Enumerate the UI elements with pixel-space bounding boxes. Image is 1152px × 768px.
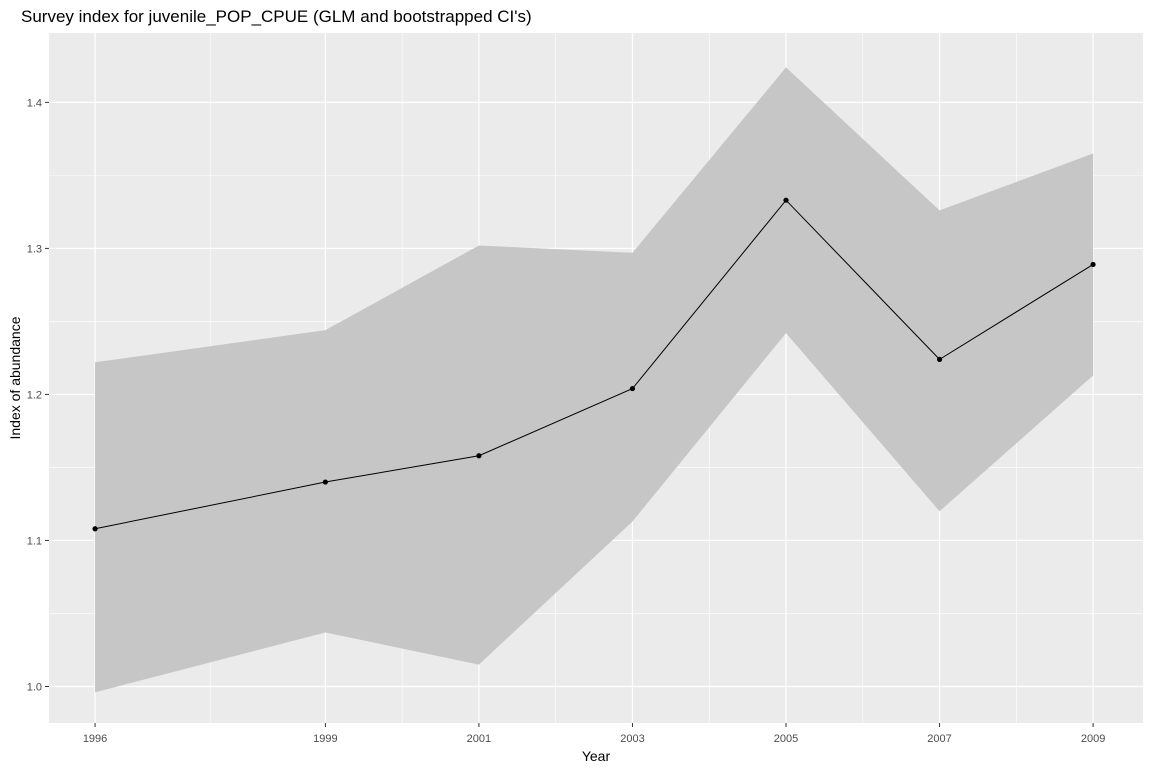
data-point <box>629 385 636 392</box>
y-tick-label: 1.0 <box>27 681 42 693</box>
x-tick-label: 2009 <box>1081 733 1105 745</box>
data-point <box>1090 261 1096 268</box>
x-tick-label: 2001 <box>467 733 491 745</box>
data-point <box>936 356 943 362</box>
confidence-ribbon <box>95 67 1094 693</box>
y-axis-title: Index of abundance <box>7 316 23 439</box>
data-point <box>783 197 789 203</box>
data-point <box>476 453 482 459</box>
x-axis: 1996 1999 2001 2003 2005 2007 2009 <box>83 723 1105 745</box>
x-tick-label: 2005 <box>774 733 798 745</box>
x-tick-label: 2007 <box>927 733 951 745</box>
y-tick-label: 1.4 <box>27 97 42 109</box>
data-point <box>92 526 98 532</box>
chart-title: Survey index for juvenile_POP_CPUE (GLM … <box>21 7 532 26</box>
x-tick-label: 1996 <box>83 733 107 745</box>
y-tick-label: 1.2 <box>27 389 42 401</box>
y-axis: 1.0 1.1 1.2 1.3 1.4 <box>27 97 49 693</box>
y-tick-label: 1.1 <box>27 535 42 547</box>
y-tick-label: 1.3 <box>27 243 42 255</box>
x-axis-title: Year <box>582 748 611 764</box>
x-tick-label: 1999 <box>313 733 337 745</box>
x-tick-label: 2003 <box>620 733 644 745</box>
data-points <box>92 197 1096 532</box>
data-point <box>322 479 328 485</box>
